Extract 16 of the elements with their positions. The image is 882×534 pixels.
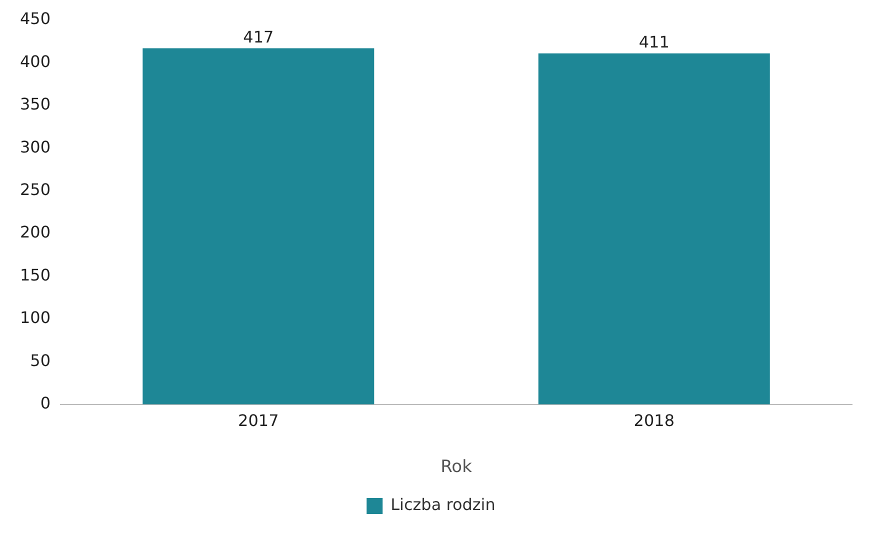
y-tick-label: 200 xyxy=(20,222,51,242)
y-tick-label: 350 xyxy=(20,94,51,114)
data-label: 411 xyxy=(638,32,670,52)
x-tick-label: 2018 xyxy=(634,411,674,430)
x-axis-title: Rok xyxy=(440,457,472,478)
y-tick-label: 300 xyxy=(20,137,51,156)
y-tick-label: 150 xyxy=(20,265,51,284)
y-tick-label: 250 xyxy=(20,180,51,199)
x-tick-label: 2017 xyxy=(238,411,279,430)
y-tick-label: 100 xyxy=(20,308,51,328)
data-label: 417 xyxy=(243,27,274,46)
y-tick-label: 400 xyxy=(20,52,51,71)
y-tick-label: 50 xyxy=(30,350,51,370)
y-tick-label: 450 xyxy=(20,9,51,28)
y-tick-label: 0 xyxy=(40,394,51,413)
legend-label: Liczba rodzin xyxy=(390,495,496,514)
